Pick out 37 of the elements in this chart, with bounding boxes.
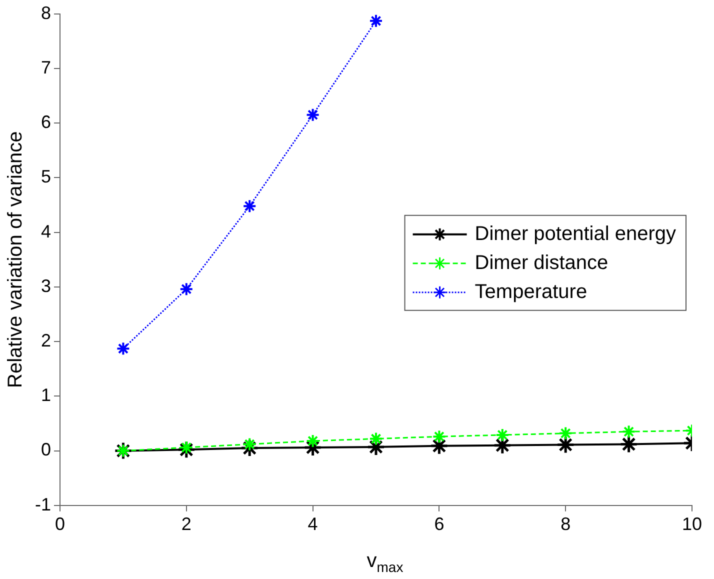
y-tick-label: 8 (40, 2, 52, 23)
point (622, 424, 636, 439)
point (369, 432, 384, 446)
point (495, 428, 510, 442)
x-tick-label: 2 (181, 514, 192, 534)
y-tick-label: 6 (40, 112, 52, 132)
y-tick-label: 7 (40, 57, 52, 78)
point (432, 430, 446, 444)
point (179, 440, 194, 454)
point (306, 434, 320, 448)
legend-label: Dimer potential energy (474, 222, 676, 245)
point (493, 436, 512, 455)
x-axis-title: v$_{max}$ (366, 550, 404, 575)
y-tick-label: -1 (34, 494, 52, 514)
point (306, 108, 320, 122)
point (242, 199, 257, 214)
point (620, 434, 638, 454)
point (558, 426, 573, 440)
x-tick-label: 0 (54, 514, 66, 534)
x-tick-label: 10 (682, 514, 702, 534)
x-tick-label: 6 (434, 514, 444, 534)
y-tick-label: 2 (40, 330, 52, 350)
y-tick-label: 4 (40, 221, 52, 242)
y-tick-label: 5 (40, 166, 52, 187)
y-tick-label: 0 (40, 440, 52, 460)
x-tick-label: 4 (308, 514, 318, 534)
y-tick-label: 3 (40, 276, 52, 296)
point (116, 342, 130, 356)
point (369, 14, 384, 28)
x-tick-label: 8 (560, 514, 571, 534)
point (242, 437, 257, 452)
legend-label: Temperature (474, 280, 588, 303)
y-tick-label: 1 (40, 385, 52, 406)
legend-label: Dimer distance (474, 252, 608, 274)
y-axis-title: Relative variation of variance (4, 131, 27, 388)
point (179, 282, 194, 296)
point (556, 436, 575, 454)
